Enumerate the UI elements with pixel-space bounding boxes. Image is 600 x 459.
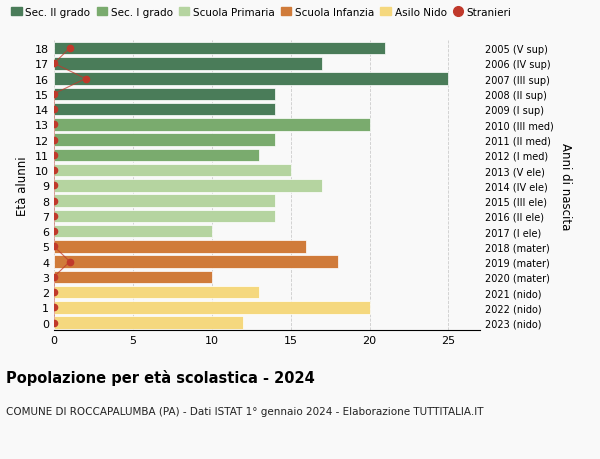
Bar: [54, 104, 275, 116]
Text: Popolazione per età scolastica - 2024: Popolazione per età scolastica - 2024: [6, 369, 315, 386]
Bar: [54, 119, 370, 131]
Bar: [54, 256, 338, 268]
Bar: [54, 88, 275, 101]
Bar: [54, 164, 290, 177]
Bar: [54, 43, 385, 55]
Bar: [54, 225, 212, 238]
Y-axis label: Anni di nascita: Anni di nascita: [559, 142, 572, 230]
Y-axis label: Età alunni: Età alunni: [16, 156, 29, 216]
Bar: [54, 179, 322, 192]
Bar: [54, 302, 370, 314]
Bar: [54, 241, 307, 253]
Bar: [54, 134, 275, 146]
Bar: [54, 317, 244, 329]
Bar: [54, 58, 322, 70]
Bar: [54, 195, 275, 207]
Bar: [54, 271, 212, 284]
Bar: [54, 149, 259, 162]
Bar: [54, 286, 259, 299]
Bar: [54, 73, 448, 85]
Legend: Sec. II grado, Sec. I grado, Scuola Primaria, Scuola Infanzia, Asilo Nido, Stran: Sec. II grado, Sec. I grado, Scuola Prim…: [11, 7, 512, 17]
Bar: [54, 210, 275, 223]
Text: COMUNE DI ROCCAPALUMBA (PA) - Dati ISTAT 1° gennaio 2024 - Elaborazione TUTTITAL: COMUNE DI ROCCAPALUMBA (PA) - Dati ISTAT…: [6, 406, 484, 416]
